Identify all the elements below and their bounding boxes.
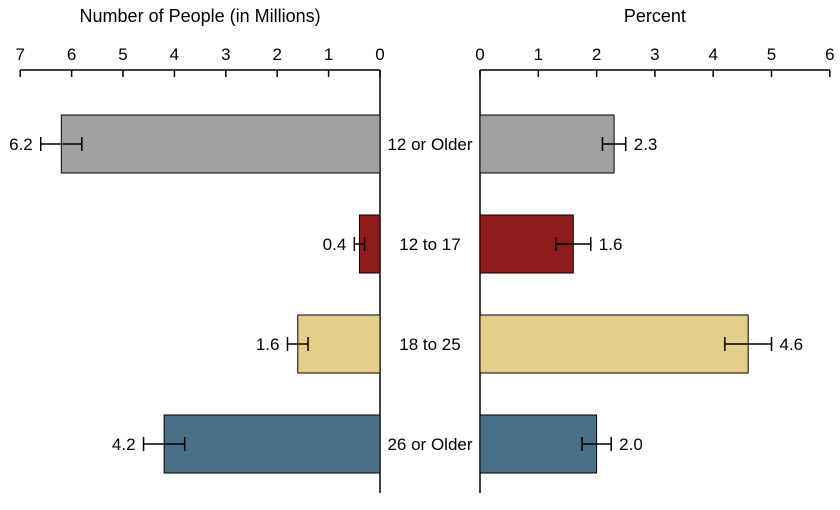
right-axis-tick-label: 2 <box>592 45 601 64</box>
right-axis-tick-label: 1 <box>534 45 543 64</box>
left-value-label: 1.6 <box>256 335 280 354</box>
left-bar <box>61 115 380 173</box>
category-label: 18 to 25 <box>399 335 460 354</box>
right-axis-tick-label: 6 <box>825 45 834 64</box>
right-axis-title: Percent <box>624 6 686 26</box>
right-axis-tick-label: 0 <box>475 45 484 64</box>
left-axis-title: Number of People (in Millions) <box>80 6 321 26</box>
left-axis-tick-label: 3 <box>221 45 230 64</box>
category-label: 26 or Older <box>387 435 472 454</box>
left-value-label: 0.4 <box>323 235 347 254</box>
left-axis-tick-label: 2 <box>272 45 281 64</box>
category-label: 12 or Older <box>387 135 472 154</box>
left-axis-tick-label: 5 <box>118 45 127 64</box>
right-axis-tick-label: 3 <box>650 45 659 64</box>
left-axis-tick-label: 0 <box>375 45 384 64</box>
left-axis-tick-label: 6 <box>67 45 76 64</box>
paired-bar-chart: Number of People (in Millions) Percent 7 6 5… <box>0 0 840 510</box>
right-bar <box>480 415 597 473</box>
right-value-label: 4.6 <box>780 335 804 354</box>
right-value-label: 2.3 <box>634 135 658 154</box>
right-value-label: 2.0 <box>619 435 643 454</box>
left-axis-tick-label: 4 <box>170 45 179 64</box>
left-axis-tick-label: 7 <box>15 45 24 64</box>
right-bar <box>480 115 614 173</box>
right-axis-tick-label: 4 <box>708 45 717 64</box>
right-axis-tick-label: 5 <box>767 45 776 64</box>
category-label: 12 to 17 <box>399 235 460 254</box>
right-value-label: 1.6 <box>599 235 623 254</box>
left-axis-tick-label: 1 <box>324 45 333 64</box>
left-bar <box>298 315 380 373</box>
right-bar <box>480 315 748 373</box>
left-value-label: 6.2 <box>9 135 33 154</box>
left-bar <box>164 415 380 473</box>
left-value-label: 4.2 <box>112 435 136 454</box>
